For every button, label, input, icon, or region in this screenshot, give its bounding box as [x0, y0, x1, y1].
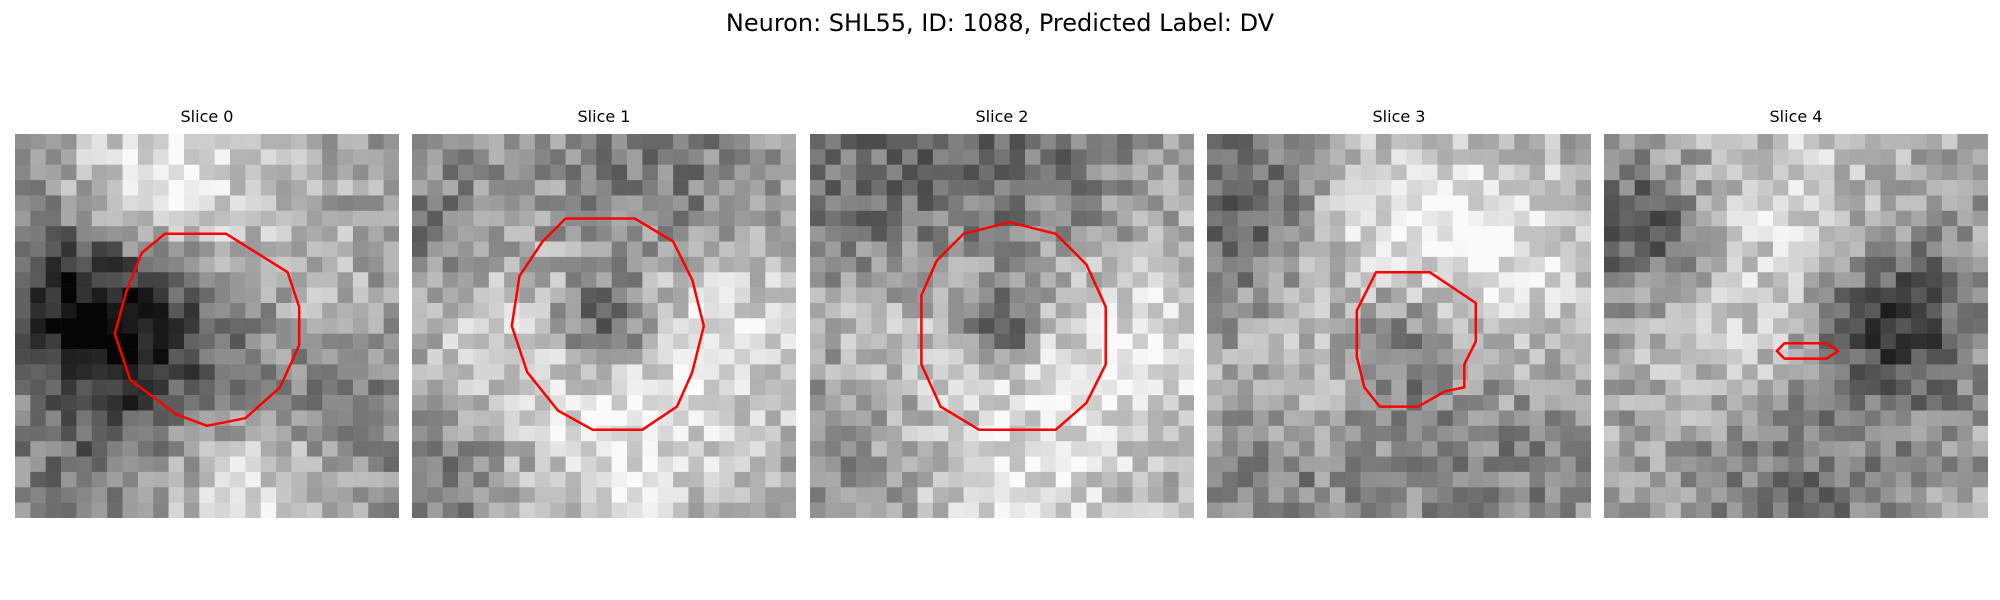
slice-title: Slice 2: [975, 107, 1029, 126]
roi-contour: [1355, 270, 1478, 408]
slice-pixels: [15, 134, 399, 518]
slice-image: [1207, 134, 1591, 518]
slice-title: Slice 1: [577, 107, 631, 126]
slice-pixels: [1604, 134, 1988, 518]
slice-pixels: [810, 134, 1194, 518]
slice-image: [15, 134, 399, 518]
roi-contour: [113, 232, 301, 428]
slice-image: [810, 134, 1194, 518]
figure-title: Neuron: SHL55, ID: 1088, Predicted Label…: [725, 9, 1275, 37]
slice-image: [1604, 134, 1988, 518]
slice-title: Slice 4: [1769, 107, 1823, 126]
roi-contour: [510, 217, 706, 431]
slice-pixels: [1207, 134, 1591, 518]
slice-image: [412, 134, 796, 518]
slice-title: Slice 0: [180, 107, 234, 126]
slice-title: Slice 3: [1372, 107, 1426, 126]
slice-pixels: [412, 134, 796, 518]
roi-contour: [920, 221, 1107, 431]
roi-contour: [1775, 342, 1840, 360]
